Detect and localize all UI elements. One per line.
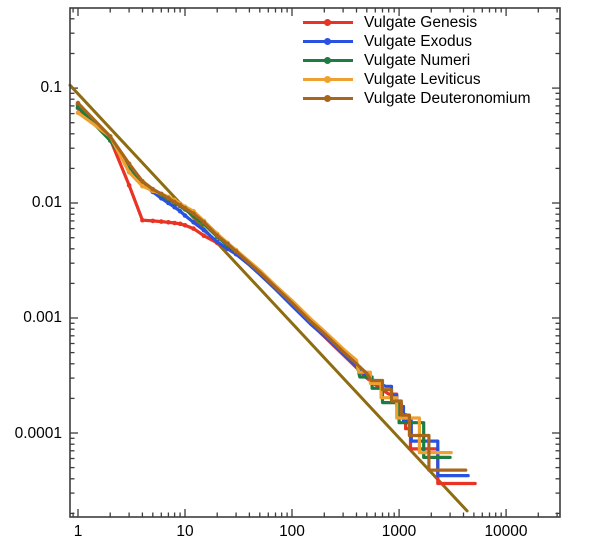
- legend-item-deuteronomium: Vulgate Deuteronomium: [303, 89, 531, 108]
- legend-label: Vulgate Leviticus: [364, 70, 481, 88]
- y-tick-label-0.01: 0.01: [31, 194, 62, 211]
- x-tick-label-10000: 10000: [484, 523, 528, 540]
- legend-line-marker-icon: [303, 76, 353, 83]
- legend-line-marker-icon: [303, 57, 353, 64]
- legend-item-leviticus: Vulgate Leviticus: [303, 70, 531, 89]
- x-tick-label-10: 10: [176, 523, 194, 540]
- legend-line-marker-icon: [303, 19, 353, 26]
- legend-label: Vulgate Genesis: [364, 13, 478, 31]
- legend-label: Vulgate Exodus: [364, 32, 473, 50]
- legend-label: Vulgate Deuteronomium: [364, 89, 531, 107]
- legend-dot-icon: [324, 19, 331, 26]
- legend-dot-icon: [324, 57, 331, 64]
- legend-item-exodus: Vulgate Exodus: [303, 32, 531, 51]
- x-tick-label-1: 1: [73, 523, 83, 540]
- legend-dot-icon: [324, 95, 331, 102]
- legend-label: Vulgate Numeri: [364, 51, 471, 69]
- legend-item-numeri: Vulgate Numeri: [303, 51, 531, 70]
- legend-line-marker-icon: [303, 95, 353, 102]
- x-tick-label-1000: 1000: [381, 523, 417, 540]
- y-tick-label-0.1: 0.1: [40, 79, 62, 96]
- legend-item-genesis: Vulgate Genesis: [303, 13, 531, 32]
- y-tick-label-0.0001: 0.0001: [14, 425, 62, 442]
- legend-dot-icon: [324, 38, 331, 45]
- legend-line-marker-icon: [303, 38, 353, 45]
- legend: Vulgate Genesis Vulgate Exodus Vulgate N…: [303, 13, 531, 108]
- x-tick-label-100: 100: [279, 523, 305, 540]
- y-tick-label-0.001: 0.001: [23, 309, 62, 326]
- legend-dot-icon: [324, 76, 331, 83]
